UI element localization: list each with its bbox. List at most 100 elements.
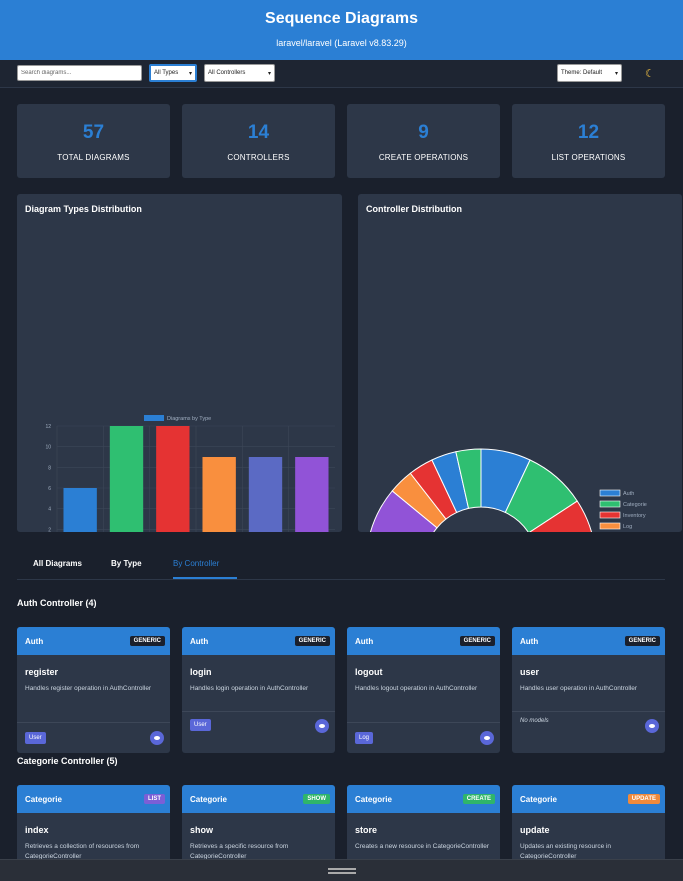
stat-label: CONTROLLERS [227, 153, 290, 162]
stat-value: 57 [82, 122, 105, 143]
model-tag: Log [355, 732, 374, 744]
card-footer: User [182, 711, 335, 753]
eye-icon[interactable] [315, 719, 329, 733]
card-title: login [190, 667, 212, 677]
slice-Inventory [529, 500, 592, 532]
tab-by-controller[interactable]: By Controller [173, 559, 220, 568]
type-badge: GENERIC [624, 636, 660, 646]
type-badge: GENERIC [459, 636, 495, 646]
card-footer: User [17, 722, 170, 753]
card-title: logout [355, 667, 383, 677]
card-description: Retrieves a specific resource from Categ… [190, 843, 289, 860]
card-footer: No models [512, 711, 665, 753]
doughnut-chart: AuthCategorieInventoryLogOrderPaymentPro… [370, 448, 647, 532]
type-badge: CREATE [462, 794, 495, 804]
type-filter-value: All Types [154, 70, 179, 76]
diagram-card[interactable]: Categorie LIST index Retrieves a collect… [17, 785, 170, 865]
bar-show [156, 426, 190, 532]
card-description: Handles register operation in AuthContro… [25, 685, 152, 692]
card-description: Handles login operation in AuthControlle… [190, 685, 309, 692]
card-title: show [190, 825, 214, 835]
stat-total-diagrams: 57 TOTAL DIAGRAMS [17, 104, 170, 178]
bar-update [248, 457, 283, 532]
type-badge: GENERIC [129, 636, 165, 646]
bar-create [202, 457, 236, 532]
card-header: Auth GENERIC [17, 627, 170, 655]
type-badge: SHOW [303, 794, 330, 804]
bar-list [109, 426, 144, 532]
diagram-card[interactable]: Auth GENERIC login Handles login operati… [182, 627, 335, 753]
legend-label: Categorie [623, 502, 647, 508]
pie-chart-title: Controller Distribution [366, 204, 462, 214]
card-header: Categorie UPDATE [512, 785, 665, 813]
model-tag: User [190, 719, 211, 731]
controller-filter-select[interactable]: All Controllers ▾ [204, 64, 275, 82]
moon-icon[interactable]: ☾ [645, 68, 655, 80]
legend-label: Diagrams by Type [167, 416, 211, 422]
card-controller: Auth [190, 637, 209, 646]
drag-handle-icon[interactable] [328, 872, 356, 874]
page-title: Sequence Diagrams [265, 10, 418, 27]
type-badge: GENERIC [294, 636, 330, 646]
stat-label: CREATE OPERATIONS [378, 153, 469, 162]
card-controller: Auth [520, 637, 539, 646]
stat-create-operations: 9 CREATE OPERATIONS [347, 104, 500, 178]
card-controller: Categorie [190, 795, 227, 804]
page-header: Sequence Diagrams laravel/laravel (Larav… [0, 0, 683, 60]
bar-chart: 024681012genericlistshowcreateupdatedele… [45, 415, 335, 532]
legend-swatch [599, 522, 621, 530]
section-title-categorie: Categorie Controller (5) [17, 756, 118, 766]
model-tag: User [25, 732, 46, 744]
card-header: Auth GENERIC [182, 627, 335, 655]
slice-other [455, 448, 482, 509]
card-controller: Auth [25, 637, 44, 646]
card-header: Auth GENERIC [347, 627, 500, 655]
controller-filter-value: All Controllers [208, 70, 246, 76]
search-input[interactable] [17, 65, 142, 81]
card-controller: Categorie [355, 795, 392, 804]
diagram-card[interactable]: Categorie UPDATE update Updates an exist… [512, 785, 665, 865]
card-title: index [25, 825, 49, 835]
eye-icon[interactable] [150, 731, 164, 745]
bottom-drawer-bar[interactable] [0, 859, 683, 881]
eye-icon[interactable] [645, 719, 659, 733]
y-tick-label: 8 [48, 465, 51, 471]
tab-by-type[interactable]: By Type [111, 559, 142, 568]
card-header: Auth GENERIC [512, 627, 665, 655]
tab-all-diagrams[interactable]: All Diagrams [33, 559, 82, 568]
stat-value: 14 [247, 122, 270, 143]
legend-label: Auth [623, 491, 634, 497]
active-tab-indicator [173, 577, 237, 579]
chevron-down-icon: ▾ [614, 70, 618, 77]
y-tick-label: 2 [48, 527, 51, 532]
card-title: update [520, 825, 550, 835]
card-title: user [520, 667, 540, 677]
diagram-card[interactable]: Auth GENERIC register Handles register o… [17, 627, 170, 753]
card-header: Categorie LIST [17, 785, 170, 813]
y-tick-label: 6 [48, 486, 51, 492]
type-filter-select[interactable]: All Types ▾ [149, 64, 197, 82]
legend-swatch [599, 489, 621, 497]
stat-label: LIST OPERATIONS [551, 153, 626, 162]
diagram-card[interactable]: Categorie CREATE store Creates a new res… [347, 785, 500, 865]
drag-handle-icon[interactable] [328, 868, 356, 870]
card-controller: Auth [355, 637, 374, 646]
card-header: Categorie SHOW [182, 785, 335, 813]
card-controller: Categorie [25, 795, 62, 804]
page-subtitle: laravel/laravel (Laravel v8.83.29) [276, 38, 407, 48]
card-description: Handles logout operation in AuthControll… [355, 685, 478, 692]
toolbar: All Types ▾ All Controllers ▾ Theme: Defau… [0, 60, 683, 88]
diagram-card[interactable]: Categorie SHOW show Retrieves a specific… [182, 785, 335, 865]
card-title: store [355, 825, 378, 835]
bar-chart-title: Diagram Types Distribution [25, 204, 142, 214]
eye-icon[interactable] [480, 731, 494, 745]
view-tabs: All Diagrams By Type By Controller [17, 550, 665, 580]
type-badge: LIST [144, 794, 165, 804]
diagram-card[interactable]: Auth GENERIC logout Handles logout opera… [347, 627, 500, 753]
diagram-card[interactable]: Auth GENERIC user Handles user operation… [512, 627, 665, 753]
card-description: Retrieves a collection of resources from… [25, 843, 140, 860]
stat-list-operations: 12 LIST OPERATIONS [512, 104, 665, 178]
card-footer: Log [347, 722, 500, 753]
theme-select[interactable]: Theme: Default ▾ [557, 64, 622, 82]
legend-swatch [599, 511, 621, 519]
